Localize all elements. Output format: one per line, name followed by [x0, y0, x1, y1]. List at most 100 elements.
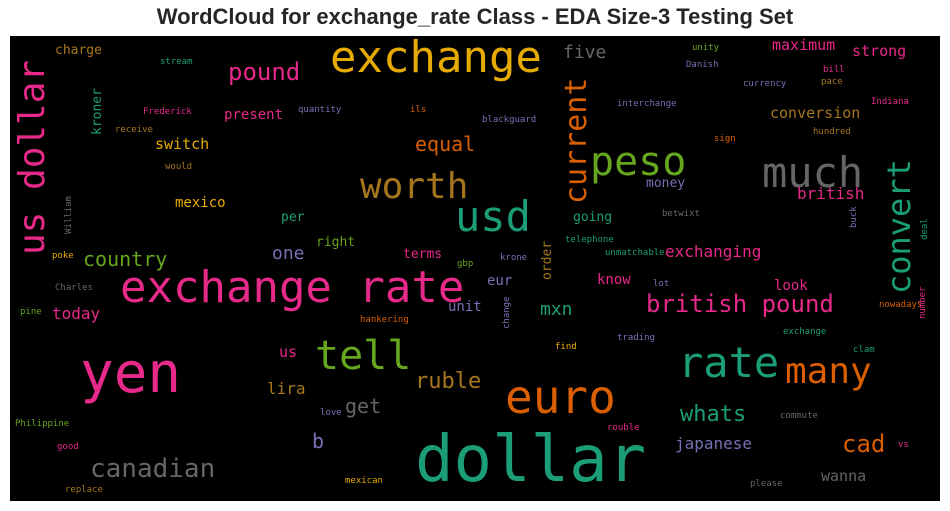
word-unmatchable: unmatchable [605, 248, 665, 258]
word-present: present [224, 107, 284, 123]
word-exchanging: exchanging [665, 242, 762, 261]
word-deal: deal [920, 218, 930, 240]
word-number: number [918, 286, 928, 319]
word-stream: stream [160, 57, 193, 67]
word-cloud: dollar exchange rate yen exchange euro usd pes… [10, 36, 940, 501]
word-today: today [52, 304, 101, 323]
word-please: please [750, 479, 783, 489]
word-country: country [83, 247, 168, 271]
word-peso: peso [590, 139, 687, 185]
word-know: know [597, 272, 631, 288]
word-betwixt: betwixt [662, 209, 700, 219]
word-mexican: mexican [345, 476, 383, 486]
word-conversion: conversion [770, 104, 861, 122]
word-would: would [165, 162, 193, 172]
word-gbp: gbp [457, 259, 474, 269]
word-clam: clam [853, 345, 875, 355]
word-many: many [785, 351, 872, 392]
word-philippine: Philippine [15, 419, 70, 429]
word-much: much [762, 148, 864, 197]
word-frederick: Frederick [143, 107, 192, 117]
word-order: order [540, 240, 555, 280]
word-hankering: hankering [360, 315, 409, 325]
word-commute: commute [780, 411, 818, 421]
word-nowadays: nowadays [879, 300, 923, 310]
word-mxn: mxn [540, 299, 573, 320]
word-current: current [559, 77, 594, 204]
word-rate: rate [678, 338, 780, 387]
word-charge: charge [55, 43, 102, 58]
word-euro: euro [505, 370, 616, 424]
word-charles: Charles [55, 283, 93, 293]
word-telephone: telephone [565, 235, 614, 245]
word-strong: strong [852, 42, 907, 60]
word-exchange: exchange [330, 36, 542, 83]
word-us: us [279, 343, 298, 361]
word-pace: pace [821, 77, 843, 87]
word-william: William [64, 196, 74, 234]
word-pine: pine [20, 307, 42, 317]
word-blackguard: blackguard [482, 115, 537, 125]
word-pound: pound [228, 58, 301, 86]
word-unit: unit [448, 299, 482, 315]
word-get: get [345, 394, 382, 418]
word-ils: ils [410, 105, 427, 115]
word-canadian: canadian [90, 454, 216, 484]
word-switch: switch [155, 135, 210, 153]
word-japanese: japanese [675, 434, 753, 453]
word-dollar: dollar [415, 423, 647, 497]
word-one: one [272, 243, 305, 264]
word-quantity: quantity [298, 105, 342, 115]
word-us-dollar: us dollar [12, 59, 53, 255]
word-vs: vs [898, 440, 909, 450]
word-whats: whats [680, 402, 747, 427]
word-good: good [57, 442, 79, 452]
word-cad: cad [842, 430, 886, 458]
word-money: money [646, 176, 686, 191]
word-kroner: kroner [90, 88, 105, 135]
word-mexico: mexico [175, 195, 226, 211]
word-yen: yen [80, 341, 182, 406]
word-exchange-rate: exchange rate [120, 262, 465, 313]
word-love: love [320, 408, 342, 418]
word-hundred: hundred [813, 127, 851, 137]
word-terms: terms [403, 247, 443, 262]
word-buck: buck [849, 206, 859, 228]
word-trading: trading [617, 333, 655, 343]
word-bill: bill [823, 65, 845, 75]
word-lot: lot [653, 279, 670, 289]
word-change: change [502, 296, 512, 329]
word-worth: worth [360, 166, 469, 207]
word-british: british [797, 184, 865, 203]
word-convert: convert [880, 159, 918, 294]
chart-title: WordCloud for exchange_rate Class - EDA … [156, 4, 794, 29]
word-wanna: wanna [821, 467, 867, 485]
word-indiana: Indiana [871, 97, 909, 107]
word-find: find [555, 342, 577, 352]
word-right: right [316, 235, 356, 250]
word-maximum: maximum [772, 36, 836, 54]
word-krone: krone [500, 253, 528, 263]
word-exchange: exchange [783, 327, 827, 337]
word-going: going [573, 210, 613, 225]
word-currency: currency [743, 79, 787, 89]
word-five: five [563, 42, 607, 63]
word-ruble: ruble [415, 369, 482, 394]
word-interchange: interchange [617, 99, 677, 109]
word-eur: eur [487, 273, 513, 289]
word-lira: lira [267, 379, 306, 398]
word-b: b [312, 429, 325, 453]
word-receive: receive [115, 125, 153, 135]
word-unity: unity [692, 43, 720, 53]
word-rouble: rouble [607, 423, 640, 433]
word-replace: replace [65, 485, 103, 495]
word-per: per [281, 210, 305, 225]
word-danish: Danish [686, 60, 719, 70]
word-look: look [774, 278, 808, 294]
word-equal: equal [415, 132, 476, 156]
word-sign: sign [714, 134, 736, 144]
word-british-pound: british pound [646, 290, 834, 318]
word-tell: tell [315, 333, 412, 379]
word-usd: usd [455, 192, 531, 241]
word-poke: poke [52, 251, 74, 261]
